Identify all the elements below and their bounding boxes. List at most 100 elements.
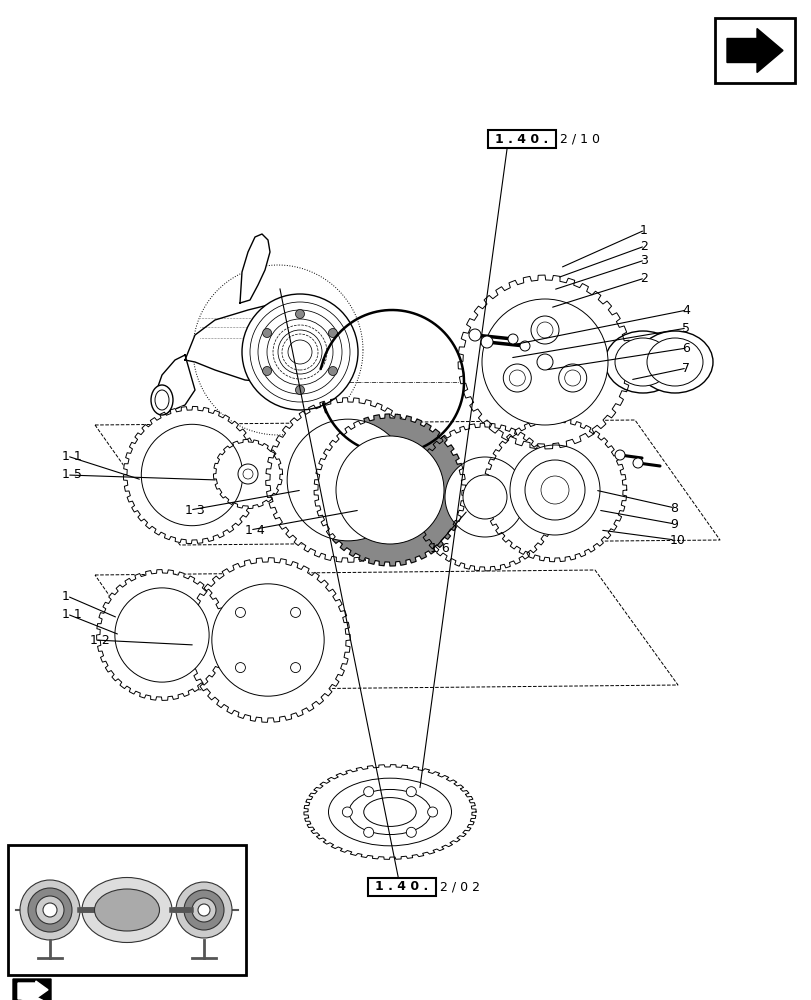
Circle shape [328, 366, 337, 375]
Text: 1: 1 [639, 224, 647, 237]
Circle shape [406, 827, 416, 837]
Ellipse shape [82, 877, 172, 942]
Circle shape [406, 787, 416, 797]
Circle shape [242, 469, 253, 479]
Text: 6: 6 [681, 342, 689, 355]
Circle shape [235, 607, 245, 617]
Text: 3: 3 [639, 253, 647, 266]
Circle shape [558, 364, 586, 392]
Text: 1 4: 1 4 [245, 524, 264, 536]
Polygon shape [410, 423, 558, 571]
Circle shape [427, 807, 437, 817]
Circle shape [633, 458, 642, 468]
Circle shape [212, 584, 324, 696]
Circle shape [36, 896, 64, 924]
Ellipse shape [604, 331, 680, 393]
Text: 7: 7 [681, 361, 689, 374]
Circle shape [525, 460, 584, 520]
Ellipse shape [494, 312, 594, 412]
Polygon shape [155, 355, 195, 412]
Circle shape [242, 294, 358, 410]
Polygon shape [483, 418, 626, 562]
Circle shape [328, 328, 337, 338]
Circle shape [508, 334, 517, 344]
Circle shape [20, 880, 80, 940]
Text: 1 1: 1 1 [62, 450, 82, 462]
Polygon shape [13, 979, 51, 1000]
Circle shape [262, 328, 271, 338]
Ellipse shape [151, 385, 173, 415]
Circle shape [176, 882, 232, 938]
Text: 2 / 0 2: 2 / 0 2 [440, 880, 479, 894]
Text: 9: 9 [669, 518, 677, 530]
Ellipse shape [636, 331, 712, 393]
Text: 1 5: 1 5 [62, 468, 82, 482]
Text: 2: 2 [639, 271, 647, 284]
Ellipse shape [336, 436, 444, 544]
Circle shape [235, 663, 245, 673]
Polygon shape [97, 570, 227, 700]
Circle shape [342, 807, 352, 817]
Circle shape [191, 898, 216, 922]
Text: 8: 8 [669, 502, 677, 514]
Text: 5: 5 [681, 322, 689, 334]
Circle shape [295, 310, 304, 318]
Ellipse shape [328, 778, 451, 846]
Text: 10: 10 [669, 534, 685, 546]
Polygon shape [240, 234, 270, 303]
Ellipse shape [114, 588, 209, 682]
Ellipse shape [155, 390, 169, 410]
Circle shape [238, 464, 258, 484]
Circle shape [184, 890, 224, 930]
Polygon shape [123, 406, 260, 544]
Circle shape [540, 476, 569, 504]
Text: 1 2: 1 2 [90, 634, 109, 646]
Ellipse shape [482, 299, 607, 425]
Text: 4: 4 [681, 304, 689, 316]
Text: 2: 2 [639, 239, 647, 252]
Ellipse shape [646, 338, 702, 386]
FancyBboxPatch shape [8, 845, 246, 975]
Circle shape [290, 663, 300, 673]
Circle shape [536, 322, 552, 338]
Ellipse shape [614, 338, 670, 386]
Circle shape [469, 329, 480, 341]
Polygon shape [314, 414, 466, 566]
Ellipse shape [444, 457, 525, 537]
Circle shape [363, 787, 373, 797]
FancyBboxPatch shape [367, 878, 436, 896]
Polygon shape [303, 765, 475, 859]
Circle shape [536, 354, 552, 370]
Circle shape [564, 370, 580, 386]
Circle shape [530, 316, 558, 344]
Circle shape [262, 366, 271, 375]
Circle shape [462, 475, 506, 519]
Circle shape [508, 370, 525, 386]
Circle shape [503, 364, 530, 392]
Ellipse shape [349, 789, 431, 835]
Polygon shape [265, 398, 430, 562]
FancyBboxPatch shape [714, 18, 794, 83]
Circle shape [363, 827, 373, 837]
Text: 1 6: 1 6 [430, 542, 449, 554]
Polygon shape [185, 303, 340, 383]
Circle shape [295, 385, 304, 394]
Circle shape [290, 607, 300, 617]
Polygon shape [213, 439, 282, 509]
Text: 2 / 1 0: 2 / 1 0 [560, 133, 599, 146]
Ellipse shape [287, 419, 408, 541]
Circle shape [28, 888, 72, 932]
FancyBboxPatch shape [487, 130, 556, 148]
Polygon shape [186, 558, 350, 722]
Ellipse shape [363, 798, 416, 826]
Text: 1 . 4 0 .: 1 . 4 0 . [495, 133, 548, 146]
Text: 1 . 4 0 .: 1 . 4 0 . [375, 880, 428, 894]
Circle shape [43, 903, 57, 917]
Circle shape [198, 904, 210, 916]
Text: 1 3: 1 3 [185, 504, 204, 516]
Ellipse shape [141, 424, 242, 526]
Polygon shape [18, 981, 48, 999]
Ellipse shape [509, 445, 599, 535]
Text: 1: 1 [62, 589, 70, 602]
Polygon shape [726, 29, 782, 73]
